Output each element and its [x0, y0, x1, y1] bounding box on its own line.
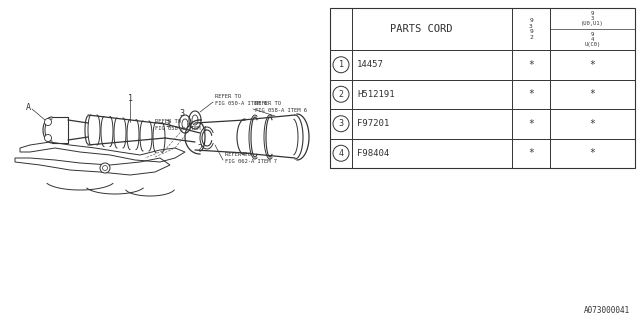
- Text: *: *: [528, 89, 534, 99]
- Text: F98404: F98404: [357, 149, 389, 158]
- Text: 1: 1: [339, 60, 344, 69]
- Text: 9
3
9
2: 9 3 9 2: [529, 18, 533, 40]
- Circle shape: [333, 145, 349, 161]
- Circle shape: [100, 163, 110, 173]
- Text: A073000041: A073000041: [584, 306, 630, 315]
- Text: REFER TO
FIG 058-A ITEM 1: REFER TO FIG 058-A ITEM 1: [155, 119, 207, 131]
- Text: F97201: F97201: [357, 119, 389, 128]
- Text: 1: 1: [127, 93, 132, 102]
- Text: *: *: [589, 148, 595, 158]
- Text: 9
3
(U0,U1): 9 3 (U0,U1): [581, 11, 604, 27]
- Circle shape: [333, 57, 349, 73]
- Text: *: *: [528, 148, 534, 158]
- Text: *: *: [528, 60, 534, 70]
- Circle shape: [333, 86, 349, 102]
- Circle shape: [102, 165, 108, 171]
- Text: *: *: [589, 60, 595, 70]
- Text: REFER TO
FIG 062-A ITEM 7: REFER TO FIG 062-A ITEM 7: [225, 152, 277, 164]
- Text: H512191: H512191: [357, 90, 395, 99]
- Text: *: *: [528, 119, 534, 129]
- Circle shape: [333, 116, 349, 132]
- Text: REFER TO
FIG 058-A ITEM 6: REFER TO FIG 058-A ITEM 6: [255, 101, 307, 113]
- Text: *: *: [589, 89, 595, 99]
- Circle shape: [45, 134, 51, 141]
- Text: PARTS CORD: PARTS CORD: [390, 24, 452, 34]
- Text: 14457: 14457: [357, 60, 384, 69]
- Bar: [330, 8, 635, 168]
- Text: REFER TO
FIG 050-A ITEM 6: REFER TO FIG 050-A ITEM 6: [215, 94, 267, 106]
- Text: *: *: [589, 119, 595, 129]
- Circle shape: [45, 118, 51, 125]
- Text: 9
4
U(C0): 9 4 U(C0): [584, 32, 600, 47]
- Text: 3: 3: [179, 108, 184, 117]
- Text: 2: 2: [198, 143, 202, 153]
- Text: A: A: [26, 102, 31, 111]
- Text: 2: 2: [339, 90, 344, 99]
- Text: 4: 4: [339, 149, 344, 158]
- Text: 3: 3: [166, 119, 170, 129]
- Text: 3: 3: [339, 119, 344, 128]
